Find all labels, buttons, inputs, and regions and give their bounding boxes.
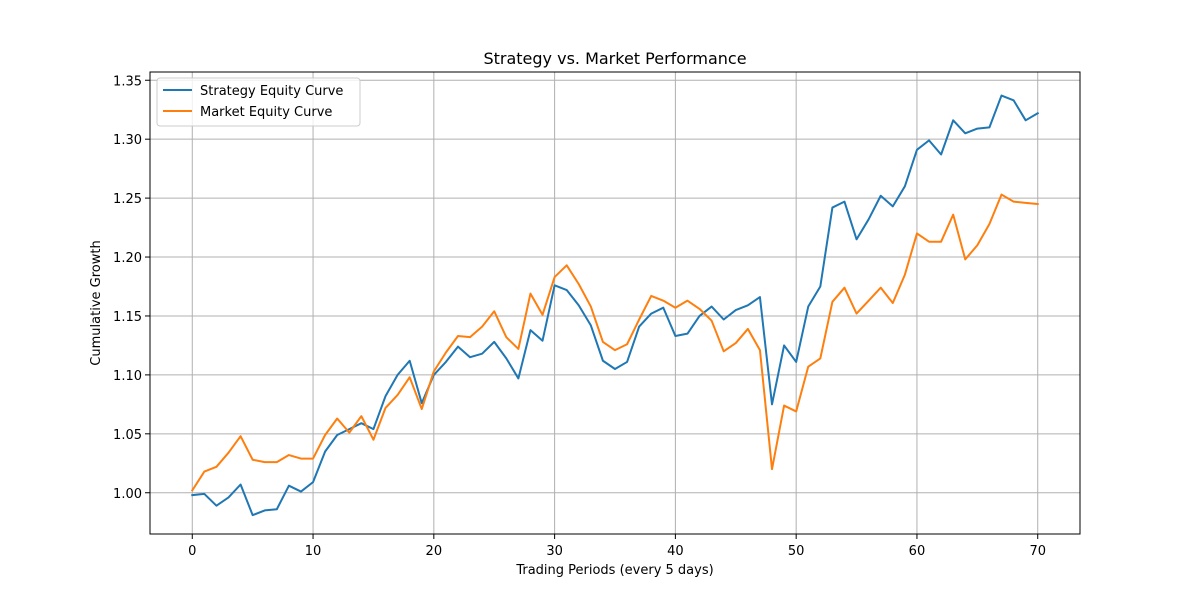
legend-label-market: Market Equity Curve xyxy=(200,105,332,120)
y-tick-label: 1.10 xyxy=(113,369,142,384)
series-line-strategy xyxy=(191,94,1040,517)
legend: Strategy Equity Curve Market Equity Curv… xyxy=(156,77,361,127)
x-axis-label: Trading Periods (every 5 days) xyxy=(515,563,713,578)
series-lines xyxy=(190,94,1040,517)
x-tick-label: 30 xyxy=(546,544,563,559)
y-axis-ticks: 1.00 1.05 1.10 1.15 1.20 1.25 1.30 1.35 xyxy=(113,74,150,502)
y-tick-label: 1.00 xyxy=(113,487,142,502)
y-tick-label: 1.25 xyxy=(113,192,142,207)
plot-area-frame xyxy=(149,71,1081,535)
x-tick-label: 0 xyxy=(188,544,196,559)
chart-title: Strategy vs. Market Performance xyxy=(483,49,746,68)
x-axis-ticks: 0 10 20 30 40 50 60 70 xyxy=(188,534,1046,559)
x-tick-label: 40 xyxy=(667,544,684,559)
y-tick-label: 1.35 xyxy=(113,74,142,89)
y-tick-label: 1.15 xyxy=(113,310,142,325)
x-tick-label: 60 xyxy=(909,544,926,559)
x-tick-label: 50 xyxy=(788,544,805,559)
y-tick-label: 1.05 xyxy=(113,428,142,443)
grid-lines xyxy=(150,72,1080,534)
series-line-market xyxy=(190,193,1039,492)
x-tick-label: 20 xyxy=(426,544,443,559)
x-tick-label: 10 xyxy=(305,544,322,559)
legend-box xyxy=(156,77,361,127)
y-axis-label: Cumulative Growth xyxy=(89,240,104,365)
legend-label-strategy: Strategy Equity Curve xyxy=(200,84,343,99)
y-tick-label: 1.30 xyxy=(113,133,142,148)
x-tick-label: 70 xyxy=(1029,544,1046,559)
y-tick-label: 1.20 xyxy=(113,251,142,266)
